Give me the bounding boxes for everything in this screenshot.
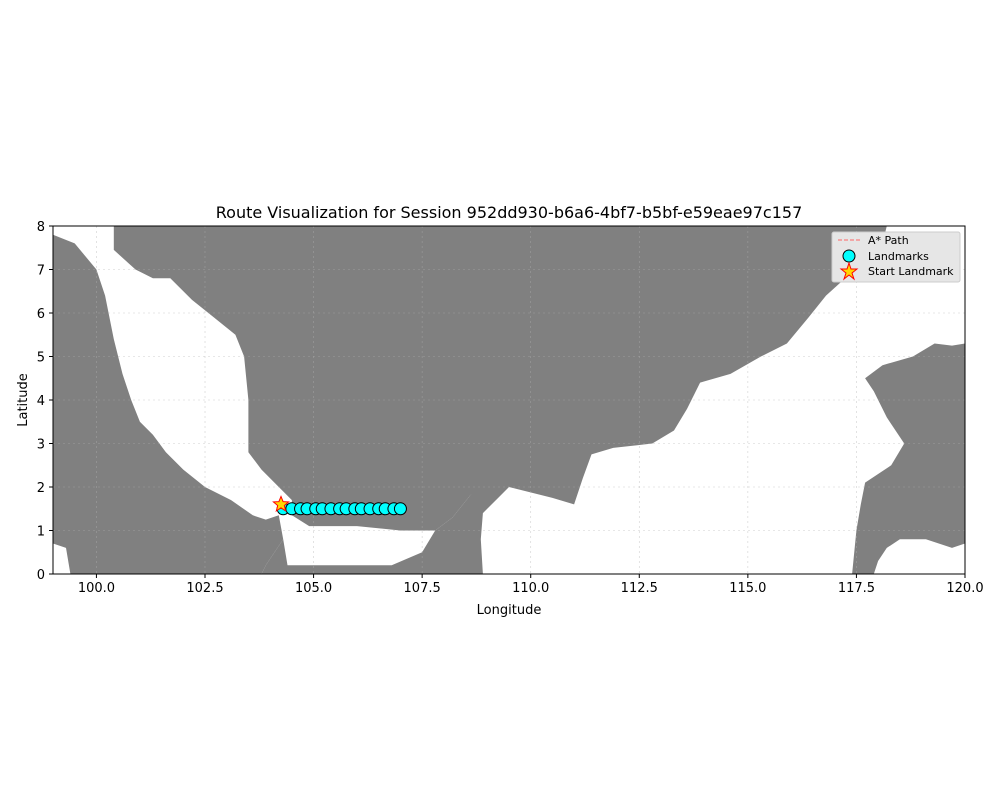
legend-landmarks-swatch [842,249,856,263]
legend-start-landmark-swatch [839,261,859,281]
legend: A* Path Landmarks Start Landmark [831,231,961,283]
land-region-1 [113,226,887,531]
land-layer [53,226,965,574]
chart-title: Route Visualization for Session 952dd930… [216,203,803,222]
y-tick-label: 6 [37,307,45,322]
x-axis-label: Longitude [477,603,542,618]
x-tick-label: 107.5 [404,581,441,596]
y-tick-label: 2 [37,481,45,496]
start-landmark-star [272,495,290,513]
x-tick-label: 115.0 [729,581,766,596]
legend-box [831,231,961,283]
y-tick-label: 1 [37,525,45,540]
land-region-2 [852,343,965,574]
y-tick-label: 3 [37,438,45,453]
x-tick-label: 112.5 [621,581,658,596]
marker-layer [272,495,407,516]
x-axis-ticks: 100.0 102.5 105.0 107.5 110.0 112.5 115.0 117.5… [78,574,984,596]
legend-astar-path-label: A* Path [868,234,909,247]
y-axis-ticks: 0 1 2 3 4 5 6 7 8 [37,220,53,583]
y-tick-label: 8 [37,220,45,235]
y-tick-label: 4 [37,394,45,409]
legend-landmarks-label: Landmarks [868,250,929,263]
y-axis-label: Latitude [16,373,31,427]
y-tick-label: 7 [37,264,45,279]
legend-start-landmark-label: Start Landmark [868,265,954,278]
x-tick-label: 110.0 [512,581,549,596]
y-tick-label: 5 [37,351,45,366]
land-region-0 [53,234,284,574]
land-region-3 [261,473,509,574]
y-tick-label: 0 [37,568,45,583]
x-tick-label: 102.5 [186,581,223,596]
x-tick-label: 120.0 [946,581,983,596]
landmark-point [393,502,407,516]
x-tick-label: 105.0 [295,581,332,596]
grid-layer [53,226,965,574]
x-tick-label: 100.0 [78,581,115,596]
x-tick-label: 117.5 [838,581,875,596]
